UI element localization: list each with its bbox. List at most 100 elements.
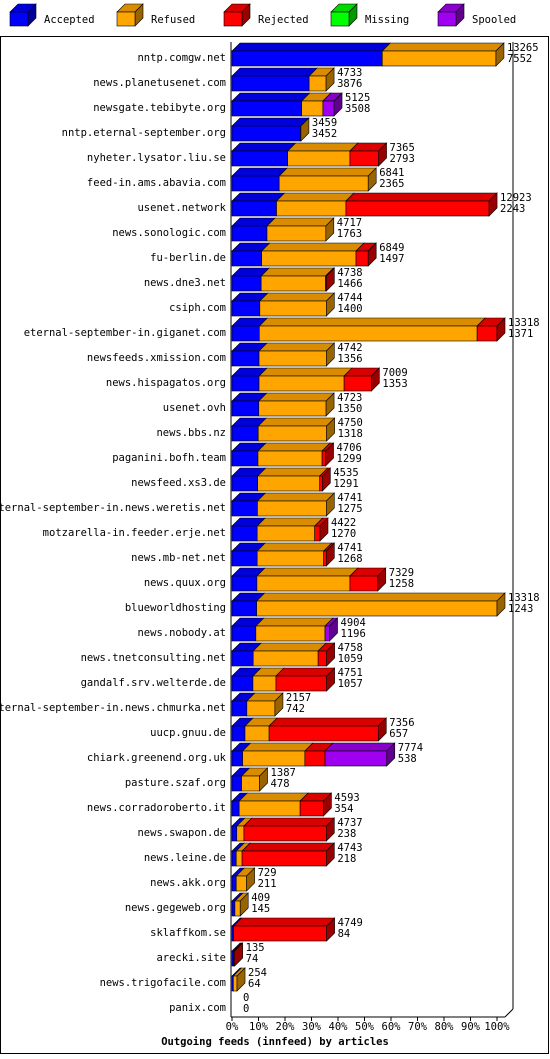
bar [231,525,258,542]
bar [231,400,260,417]
category-label: news.bbs.nz [156,427,226,439]
bar-top [268,717,388,727]
category-label: sklaffkom.se [150,927,226,939]
bar-side [326,667,335,692]
bar [276,200,347,217]
category-label: gandalf.srv.welterde.de [81,677,226,689]
bar-side [234,942,243,967]
bar [231,725,246,742]
bar [231,50,383,67]
total-label: 4706 [337,442,362,454]
total-label: 4733 [337,67,362,79]
bar-top [278,167,377,177]
frame [0,36,549,1054]
accepted-label: 211 [258,878,277,890]
bar-top [256,492,336,502]
total-label: 135 [246,942,265,954]
bar [257,500,327,517]
bar [231,425,259,442]
bar [257,450,323,467]
category-label: arecki.site [156,952,226,964]
total-label: 0 [243,992,249,1004]
bar-top [241,742,314,752]
x-tick-label: 20% [276,1021,296,1033]
category-label: newsgate.tebibyte.org [93,102,226,114]
total-label: 6841 [379,167,404,179]
bar-top [243,817,336,827]
bar-top [231,192,286,202]
total-label: 1387 [271,767,296,779]
accepted-label: 3876 [337,78,362,90]
category-label: news.sonologic.com [112,227,226,239]
x-tick-label: 80% [435,1021,455,1033]
bar-side [322,467,331,492]
category-label: eternal-september-in.news.chmurka.net [0,702,226,714]
total-label: 7774 [398,742,423,754]
bar-top [345,192,498,202]
total-label: 4742 [337,342,362,354]
bar-top [257,442,331,452]
bar-top [231,117,310,127]
bar [243,825,327,842]
category-label: pasture.szaf.org [125,777,226,789]
category-label: news.gegeweb.org [125,902,226,914]
bar [252,650,319,667]
bar [345,200,490,217]
accepted-label: 84 [338,928,351,940]
legend-swatch [437,11,457,27]
bar [324,625,330,642]
total-label: 2157 [286,692,311,704]
bar [261,250,357,267]
bar-side [326,292,335,317]
x-tick-label: 0% [226,1021,239,1033]
bar-side [333,92,343,117]
bar [231,375,260,392]
accepted-label: 1258 [389,578,414,590]
bar-side [325,217,335,242]
bar [299,800,324,817]
accepted-label: 145 [251,903,270,915]
bar [235,875,247,892]
total-label: 4751 [338,667,363,679]
bar-side [323,792,332,817]
total-label: 4422 [331,517,356,529]
bar [231,850,237,867]
bar [256,575,351,592]
x-tick-label: 60% [382,1021,402,1033]
bar-top [238,792,309,802]
accepted-label: 1318 [338,428,363,440]
bar-top [256,517,324,527]
bar [231,125,301,142]
bar [241,850,327,867]
total-label: 3459 [312,117,337,129]
bar-side [326,417,335,442]
bar [252,675,277,692]
bar-side [326,842,335,867]
total-label: 5125 [345,92,370,104]
legend-swatch [223,11,243,27]
category-label: newsfeed.xs3.de [131,477,226,489]
bar [308,75,327,92]
bar [236,825,245,842]
total-label: 4738 [337,267,362,279]
bar [231,500,258,517]
accepted-label: 354 [334,803,353,815]
bar [349,150,379,167]
bar-top [256,542,333,552]
bar [260,275,326,292]
accepted-label: 478 [271,778,290,790]
category-label: news.quux.org [144,577,226,589]
total-label: 4741 [337,492,362,504]
bar-side [326,267,335,292]
bar-top [324,742,396,752]
bar-side [378,142,387,167]
bar [234,900,241,917]
total-label: 4723 [337,392,362,404]
bar [246,700,276,717]
category-label: news.tnetconsulting.net [81,652,226,664]
bar-top [252,642,327,652]
accepted-label: 1059 [338,653,363,665]
bar [324,750,388,767]
bar [231,350,260,367]
bar [231,750,243,767]
